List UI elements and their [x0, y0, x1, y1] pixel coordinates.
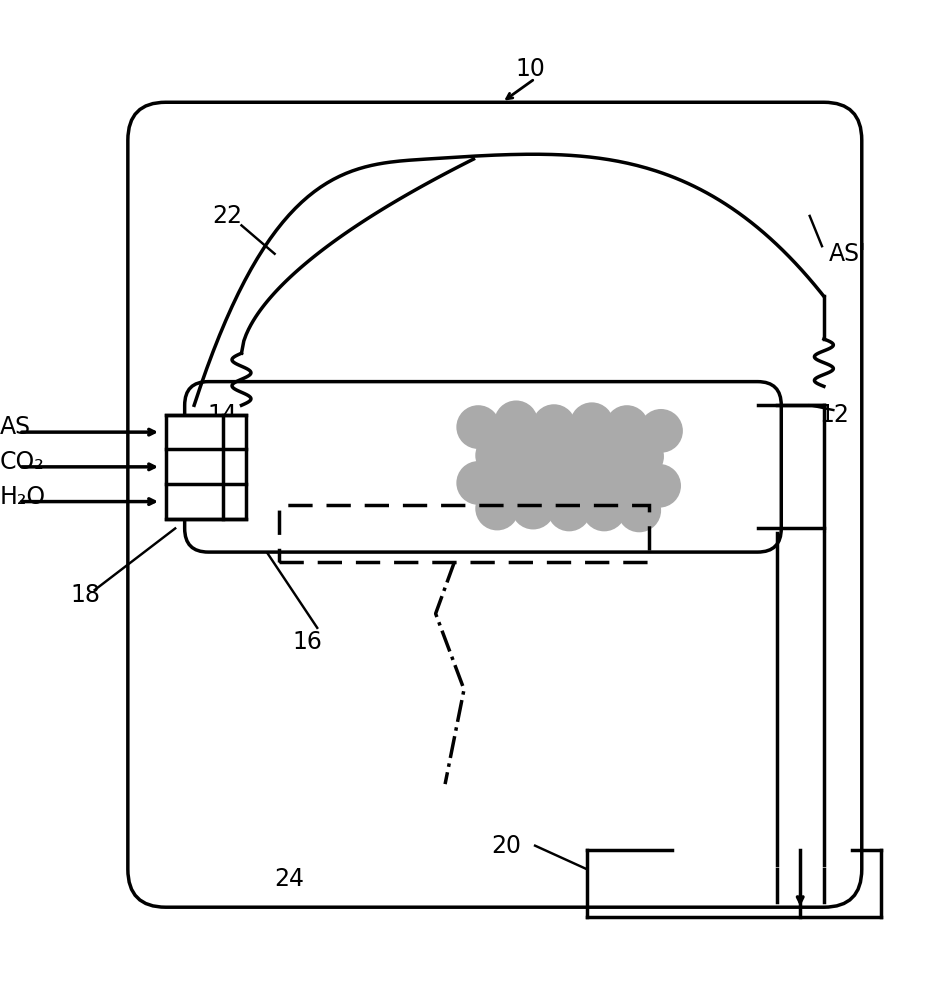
- Text: 14: 14: [207, 403, 238, 427]
- Circle shape: [476, 488, 518, 529]
- Circle shape: [571, 403, 613, 445]
- Circle shape: [618, 490, 660, 531]
- Circle shape: [457, 462, 499, 504]
- Text: CO₂: CO₂: [0, 450, 45, 474]
- Circle shape: [606, 406, 648, 448]
- Bar: [279, 505, 649, 562]
- Circle shape: [548, 433, 590, 474]
- Text: 16: 16: [293, 630, 323, 654]
- Text: 24: 24: [274, 867, 304, 891]
- Circle shape: [495, 463, 537, 505]
- Circle shape: [531, 460, 573, 502]
- Text: 18: 18: [70, 583, 100, 607]
- Text: 22: 22: [212, 204, 242, 228]
- Bar: [166, 415, 246, 519]
- Text: 20: 20: [491, 834, 522, 858]
- Circle shape: [602, 463, 644, 505]
- Circle shape: [640, 410, 682, 452]
- Circle shape: [495, 402, 537, 443]
- Text: AS: AS: [0, 415, 31, 439]
- Circle shape: [567, 462, 609, 504]
- Circle shape: [548, 489, 590, 530]
- Circle shape: [533, 405, 575, 447]
- FancyBboxPatch shape: [185, 382, 781, 552]
- Circle shape: [457, 406, 499, 448]
- Circle shape: [621, 436, 663, 477]
- Circle shape: [583, 489, 625, 530]
- Text: H₂O: H₂O: [0, 485, 46, 509]
- Circle shape: [512, 431, 554, 473]
- FancyBboxPatch shape: [128, 102, 862, 907]
- Text: 12: 12: [819, 403, 849, 427]
- Circle shape: [638, 465, 680, 507]
- Text: AS': AS': [829, 242, 867, 266]
- Text: 10: 10: [515, 57, 545, 81]
- Circle shape: [586, 434, 628, 475]
- Circle shape: [476, 435, 518, 476]
- Circle shape: [512, 487, 554, 528]
